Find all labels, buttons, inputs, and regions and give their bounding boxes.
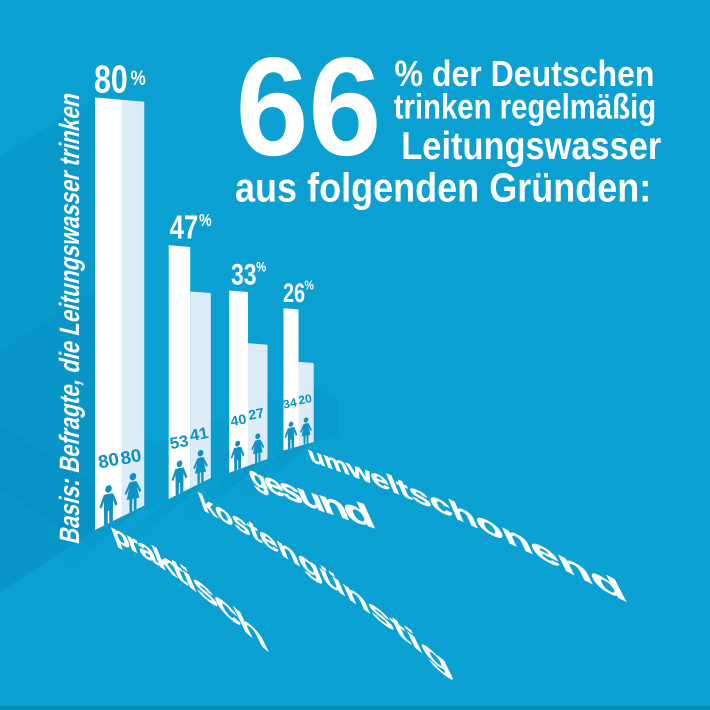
svg-text:66: 66 [236,28,382,185]
svg-text:34: 34 [282,395,298,411]
svg-text:80: 80 [119,444,143,468]
svg-text:aus folgenden Gründen:: aus folgenden Gründen: [235,165,651,211]
svg-text:trinken regelmäßig: trinken regelmäßig [394,87,657,127]
svg-text:40: 40 [229,411,248,430]
svg-text:%: % [131,67,146,90]
svg-text:80: 80 [96,448,120,472]
svg-text:47: 47 [170,209,199,246]
svg-text:41: 41 [188,424,210,445]
svg-text:Leitungswasser: Leitungswasser [401,125,661,168]
svg-text:%: % [305,278,315,293]
svg-text:27: 27 [247,404,266,423]
svg-text:33: 33 [231,258,257,291]
svg-text:53: 53 [168,432,190,453]
svg-text:%: % [199,212,212,231]
svg-text:% der Deutschen: % der Deutschen [395,53,655,94]
svg-text:Basis: Befragte, die Leitungsw: Basis: Befragte, die Leitungswasser trin… [54,89,86,547]
svg-text:26: 26 [283,278,305,307]
svg-text:%: % [256,259,266,275]
svg-text:80: 80 [94,58,128,101]
svg-text:20: 20 [297,391,313,407]
